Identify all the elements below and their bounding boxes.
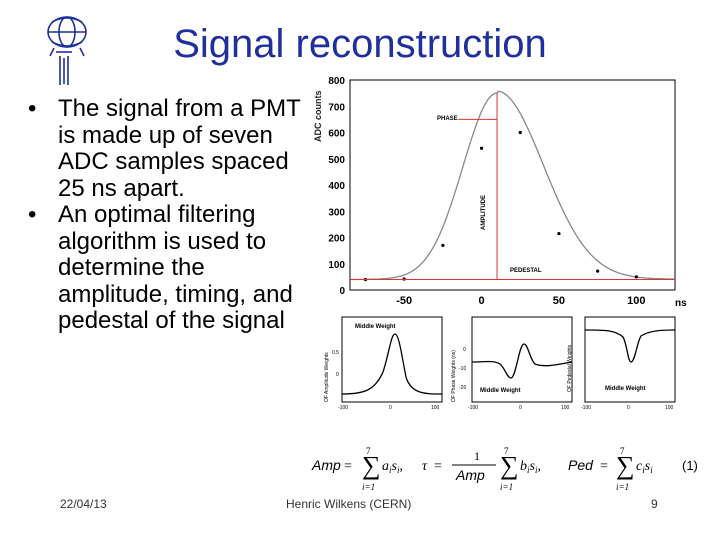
x-unit: ns xyxy=(675,298,687,309)
amplitude-label: AMPLITUDE xyxy=(481,195,487,230)
weight-ytick: 0.5 xyxy=(332,350,339,356)
weight-ytick: 0 xyxy=(336,372,339,378)
plot-frame xyxy=(349,79,676,291)
weight-plot-label: Middle Weight xyxy=(480,388,521,394)
weight-xtick: -100 xyxy=(468,405,478,411)
svg-text:7: 7 xyxy=(620,446,625,456)
svg-text:bisi,: bisi, xyxy=(520,459,541,475)
y-tick-label: 700 xyxy=(328,102,345,113)
footer-date: 22/04/13 xyxy=(60,497,107,511)
svg-text:7: 7 xyxy=(504,446,509,456)
y-tick-label: 200 xyxy=(328,234,345,245)
svg-text:∑: ∑ xyxy=(616,451,635,480)
svg-text:7: 7 xyxy=(366,446,371,456)
y-tick-label: 100 xyxy=(328,260,345,271)
weight-plot-phase: Middle Weight OF Phase Weights (ns) 0 -1… xyxy=(451,316,573,403)
weight-xtick: 0 xyxy=(519,405,522,411)
adc-sample-point xyxy=(479,146,484,150)
svg-text:i=1: i=1 xyxy=(362,482,375,492)
plot-ylabel: ADC counts xyxy=(313,91,323,143)
adc-sample-point xyxy=(557,231,561,236)
svg-text:aisi,: aisi, xyxy=(382,459,403,475)
adc-sample-point xyxy=(441,243,445,247)
weight-xtick: -100 xyxy=(581,405,591,411)
bullet-item: • The signal from a PMT is made up of se… xyxy=(28,95,308,202)
weight-xtick: -100 xyxy=(338,405,348,411)
x-tick-label: 0 xyxy=(478,295,484,307)
adc-sample-point xyxy=(596,269,600,273)
svg-text:1: 1 xyxy=(474,449,480,463)
weight-x-ticks: -100 0 100 -100 0 100 -100 0 100 xyxy=(338,405,674,411)
weight-xtick: 100 xyxy=(431,405,440,411)
weight-plot-ylabel: OF Amplitude Weights xyxy=(324,352,330,402)
pedestal-label: PEDESTAL xyxy=(510,268,542,274)
bullet-symbol: • xyxy=(28,201,37,228)
weight-plot-amplitude: Middle Weight OF Amplitude Weights 0.5 0 xyxy=(324,316,443,403)
bullet-text: An optimal filtering algorithm is used t… xyxy=(58,201,293,334)
svg-text:=: = xyxy=(434,459,442,474)
svg-text:Amp: Amp xyxy=(311,457,341,473)
bullet-symbol: • xyxy=(28,95,37,122)
y-tick-label: 500 xyxy=(328,155,345,166)
equation-number: (1) xyxy=(682,458,698,473)
pulse-curve xyxy=(350,90,676,281)
weight-ytick: -20 xyxy=(459,385,466,391)
svg-text:=: = xyxy=(344,459,352,474)
svg-text:=: = xyxy=(600,459,608,474)
weight-xtick: 0 xyxy=(389,405,392,411)
page-number: 9 xyxy=(651,497,658,511)
svg-text:∑: ∑ xyxy=(500,451,519,480)
svg-text:cisi: cisi xyxy=(636,459,653,475)
bullet-text: The signal from a PMT is made up of seve… xyxy=(58,95,301,202)
formula: Amp = ∑ 7 i=1 aisi, τ = 1 Amp ∑ 7 i=1 bi… xyxy=(311,446,698,492)
weight-ytick: 0 xyxy=(463,347,466,353)
svg-text:Amp: Amp xyxy=(455,467,485,483)
svg-text:∑: ∑ xyxy=(362,451,381,480)
x-tick-label: -50 xyxy=(396,295,412,307)
phase-label: PHASE xyxy=(437,116,458,122)
experiment-logo xyxy=(47,16,87,85)
weight-xtick: 0 xyxy=(627,405,630,411)
y-tick-label: 600 xyxy=(328,129,345,140)
y-tick-label: 800 xyxy=(328,76,345,87)
y-tick-label: 300 xyxy=(328,207,345,218)
weight-plot-pedestal: Middle Weight OF Pedestal Weights xyxy=(567,316,676,403)
footer-author: Henric Wilkens (CERN) xyxy=(286,497,412,511)
weight-xtick: 100 xyxy=(665,405,674,411)
bullet-item: • An optimal filtering algorithm is used… xyxy=(28,201,308,335)
x-tick-label: 50 xyxy=(553,295,565,307)
weight-plot-label: Middle Weight xyxy=(605,386,646,392)
y-tick-label: 400 xyxy=(328,181,345,192)
weight-plot-ylabel: OF Phase Weights (ns) xyxy=(451,350,457,402)
y-tick-label: 0 xyxy=(339,286,345,297)
adc-sample-point xyxy=(402,277,406,281)
weight-plot-ylabel: OF Pedestal Weights xyxy=(567,344,573,392)
adc-sample-point xyxy=(518,130,522,135)
svg-text:i=1: i=1 xyxy=(500,482,513,492)
adc-sample-point xyxy=(634,275,638,279)
weight-xtick: 100 xyxy=(561,405,570,411)
weight-plot-label: Middle Weight xyxy=(355,324,396,330)
slide-title: Signal reconstruction xyxy=(173,22,547,66)
svg-text:Ped: Ped xyxy=(568,457,594,473)
svg-text:τ: τ xyxy=(422,459,428,474)
x-tick-label: 100 xyxy=(627,295,645,307)
svg-text:i=1: i=1 xyxy=(616,482,629,492)
bullet-list: • The signal from a PMT is made up of se… xyxy=(28,95,308,335)
weight-ytick: -10 xyxy=(459,366,466,372)
